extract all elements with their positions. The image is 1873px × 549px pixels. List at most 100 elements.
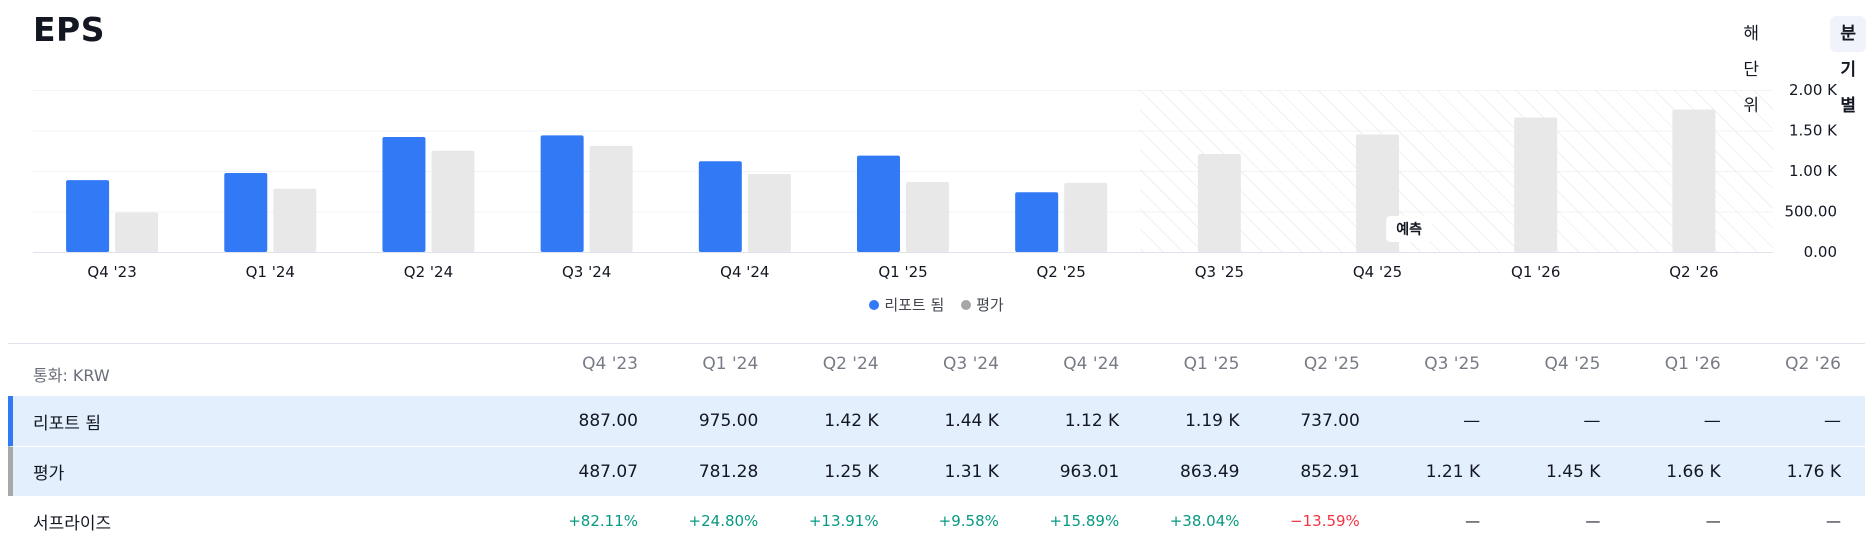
x-tick-label-3: Q3 '24	[562, 263, 611, 281]
legend-dot-estimate	[961, 300, 972, 310]
bar-estimate-6	[1064, 182, 1108, 252]
column-header-6: Q2 '25	[1303, 354, 1360, 374]
table-cell-2-0: +82.11%	[568, 512, 638, 530]
column-header-0: Q4 '23	[582, 354, 638, 374]
x-tick-label-5: Q1 '25	[878, 263, 927, 281]
table-cell-2-6: −13.59%	[1290, 512, 1360, 530]
bar-estimate-7	[1197, 153, 1241, 252]
x-tick-label-10: Q2 '26	[1669, 263, 1718, 281]
table-row-surprise: 서프라이즈 +82.11% +24.80% +13.91% +9.58% +15.89%…	[8, 496, 1865, 546]
bar-reported-5	[857, 155, 900, 252]
table-cell-1-4: 963.01	[1059, 461, 1120, 482]
table-cell-1-3: 1.31 K	[944, 461, 999, 482]
table-cell-0-1: 975.00	[698, 411, 759, 431]
bar-estimate-0	[115, 212, 159, 252]
y-tick-label-0: 0.00	[1804, 243, 1837, 261]
table-cell-1-0: 487.07	[578, 461, 638, 482]
table-cell-1-7: 1.21 K	[1425, 461, 1481, 482]
row-label-reported: 리포트 됨	[33, 413, 101, 434]
table-cell-2-3: +9.58%	[938, 512, 999, 530]
legend-label-estimate: 평가	[976, 296, 1004, 314]
page-title: EPS	[33, 10, 105, 49]
bar-reported-2	[382, 136, 426, 252]
table-cell-1-8: 1.45 K	[1546, 461, 1601, 482]
bar-reported-4	[698, 161, 742, 252]
bar-reported-6	[1015, 192, 1059, 252]
row-label-surprise: 서프라이즈	[33, 513, 112, 534]
table-cell-2-2: +13.91%	[808, 512, 879, 530]
legend-item-estimate[interactable]: 평가	[961, 294, 1004, 315]
column-header-7: Q3 '25	[1424, 354, 1481, 374]
table-header-row: 통화: KRW Q4 '23 Q1 '24 Q2 '24 Q3 '24 Q4 '24 Q1…	[8, 344, 1865, 396]
forecast-region	[1140, 90, 1773, 252]
period-option-quarterly[interactable]: 분기별	[1830, 16, 1866, 116]
table-cell-2-7: —	[1465, 512, 1481, 530]
column-header-5: Q1 '25	[1183, 354, 1240, 374]
row-label-estimate: 평가	[33, 464, 65, 484]
table-cell-0-8: —	[1583, 411, 1601, 431]
table-cell-2-8: —	[1585, 512, 1601, 530]
forecast-label-text: 예측	[1396, 222, 1422, 238]
x-tick-label-7: Q3 '25	[1195, 263, 1244, 281]
forecast-label-bg	[1386, 216, 1433, 242]
chart-legend: 리포트 됨 평가	[0, 294, 1873, 315]
table-row-estimate: 평가 487.07 781.28 1.25 K 1.31 K 963.01 863.49 8…	[8, 446, 1865, 496]
column-header-8: Q4 '25	[1544, 354, 1601, 374]
table-cell-1-6: 852.91	[1300, 461, 1360, 482]
table-cell-2-4: +15.89%	[1049, 512, 1120, 530]
legend-dot-reported	[869, 300, 880, 310]
bar-reported-0	[66, 180, 110, 252]
table-cell-0-4: 1.12 K	[1064, 411, 1120, 431]
column-header-9: Q1 '26	[1664, 354, 1721, 374]
table-cell-2-1: +24.80%	[688, 512, 759, 530]
x-tick-label-8: Q4 '25	[1353, 263, 1402, 281]
x-tick-label-1: Q1 '24	[246, 263, 295, 281]
table-cell-1-2: 1.25 K	[824, 461, 879, 482]
column-header-1: Q1 '24	[702, 354, 759, 374]
table-cell-1-5: 863.49	[1180, 461, 1240, 482]
legend-item-reported[interactable]: 리포트 됨	[869, 294, 944, 315]
x-tick-label-2: Q2 '24	[404, 263, 453, 281]
bar-estimate-1	[273, 188, 317, 252]
column-header-4: Q4 '24	[1063, 354, 1120, 374]
column-header-3: Q3 '24	[943, 354, 999, 374]
table-cell-0-2: 1.42 K	[824, 411, 879, 431]
table-cell-2-10: —	[1826, 512, 1841, 530]
x-tick-label-6: Q2 '25	[1037, 263, 1086, 281]
bar-estimate-3	[589, 145, 633, 252]
bar-estimate-2	[431, 150, 475, 252]
table-cell-0-5: 1.19 K	[1185, 411, 1240, 431]
y-tick-label-3: 1.50 K	[1789, 122, 1838, 140]
table-cell-0-3: 1.44 K	[944, 411, 999, 431]
currency-label: 통화: KRW	[33, 366, 110, 385]
bar-estimate-5	[906, 182, 949, 252]
bar-reported-1	[224, 173, 268, 252]
table-cell-2-5: +38.04%	[1169, 512, 1240, 530]
table-cell-2-9: —	[1705, 512, 1721, 530]
table-cell-0-9: —	[1703, 411, 1721, 431]
y-tick-label-4: 2.00 K	[1789, 81, 1838, 99]
bar-estimate-10	[1672, 109, 1716, 252]
table-cell-0-6: 737.00	[1300, 411, 1360, 431]
table-row-reported: 리포트 됨 887.00 975.00 1.42 K 1.44 K 1.12 K 1.19…	[8, 396, 1865, 446]
table-top-divider	[8, 343, 1865, 344]
table-cell-0-7: —	[1463, 411, 1481, 431]
column-header-10: Q2 '26	[1785, 354, 1841, 374]
table-cell-1-1: 781.28	[698, 461, 759, 482]
table-cell-1-9: 1.66 K	[1666, 461, 1721, 482]
bar-reported-3	[540, 135, 584, 252]
table-cell-1-10: 1.76 K	[1786, 461, 1841, 482]
column-header-2: Q2 '24	[822, 354, 879, 374]
y-tick-label-1: 500.00	[1785, 203, 1838, 221]
x-tick-label-4: Q4 '24	[720, 263, 769, 281]
table-cell-0-0: 887.00	[578, 411, 638, 431]
y-tick-label-2: 1.00 K	[1789, 162, 1838, 180]
bar-estimate-4	[747, 173, 791, 252]
x-tick-label-9: Q1 '26	[1511, 263, 1560, 281]
legend-label-reported: 리포트 됨	[884, 296, 945, 314]
table-cell-0-10: —	[1824, 411, 1841, 431]
eps-bar-chart: Q4 '23 Q1 '24 Q2 '24 Q3 '24 Q4 '24 Q1 '25 Q2 '…	[33, 81, 1838, 281]
bar-estimate-9	[1514, 117, 1558, 252]
forecast-label: 예측	[1386, 216, 1433, 242]
x-tick-label-0: Q4 '23	[87, 263, 136, 281]
